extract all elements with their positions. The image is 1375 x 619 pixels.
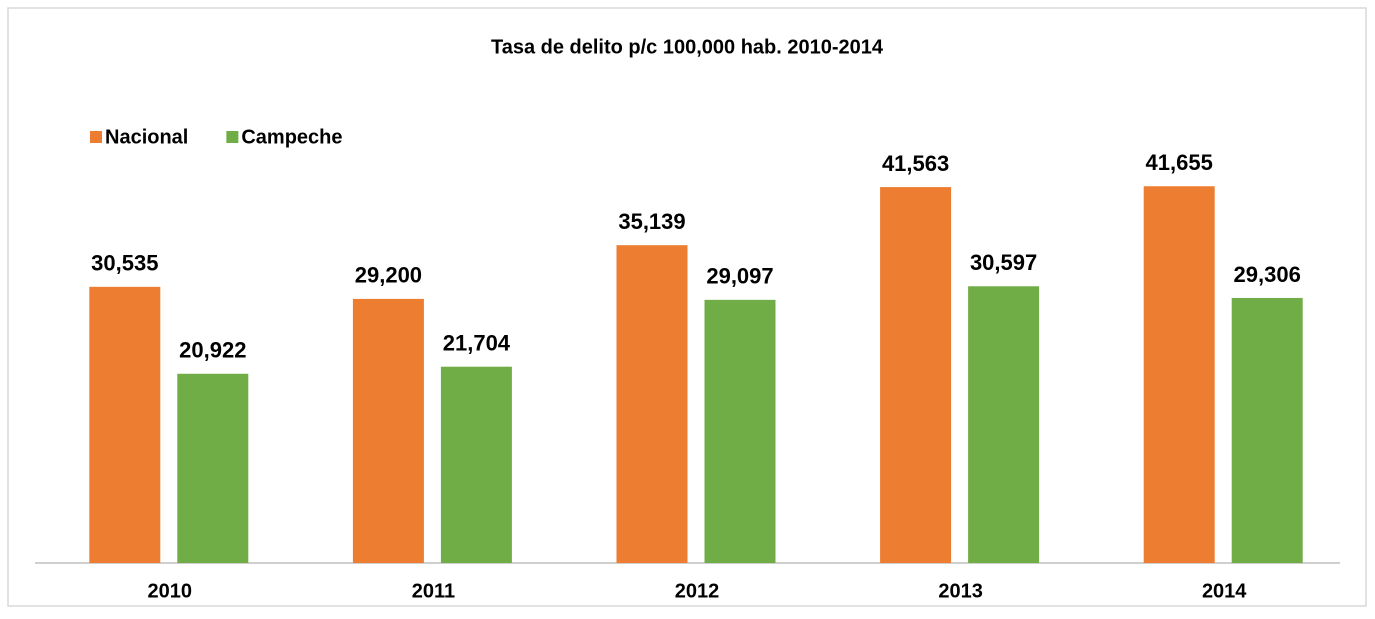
- data-label: 30,535: [91, 251, 158, 276]
- data-label: 20,922: [179, 338, 246, 363]
- legend-label: Campeche: [241, 126, 342, 148]
- legend-swatch: [226, 131, 239, 143]
- data-label: 35,139: [618, 209, 685, 234]
- data-label: 21,704: [443, 331, 511, 356]
- data-label: 41,563: [882, 151, 949, 176]
- data-label: 29,306: [1234, 262, 1301, 287]
- bar: [1231, 297, 1303, 563]
- legend-swatch: [90, 131, 102, 143]
- data-label: 29,097: [706, 264, 773, 289]
- data-label: 30,597: [970, 250, 1037, 275]
- legend-label: Nacional: [105, 126, 188, 148]
- data-label: 29,200: [355, 263, 422, 288]
- bar: [440, 366, 512, 563]
- bar: [177, 373, 249, 563]
- x-tick-label: 2011: [412, 580, 455, 602]
- bar: [704, 299, 776, 563]
- x-tick-label: 2013: [938, 580, 983, 602]
- bar: [880, 187, 952, 563]
- chart-title: Tasa de delito p/c 100,000 hab. 2010-201…: [491, 36, 884, 58]
- bar: [616, 245, 688, 564]
- data-label: 41,655: [1146, 150, 1213, 175]
- bar: [89, 286, 161, 563]
- bar: [968, 286, 1040, 563]
- bar: [352, 298, 424, 563]
- bar: [1143, 186, 1215, 563]
- x-tick-label: 2014: [1202, 580, 1247, 602]
- x-tick-label: 2010: [148, 580, 193, 602]
- x-tick-label: 2012: [675, 580, 720, 602]
